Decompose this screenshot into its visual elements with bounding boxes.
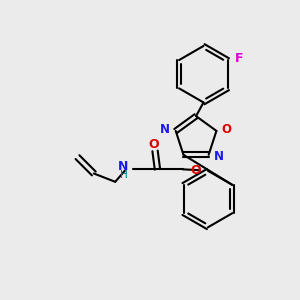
Text: O: O — [191, 164, 201, 177]
Text: N: N — [160, 123, 170, 136]
Text: O: O — [148, 138, 159, 152]
Text: H: H — [120, 170, 128, 180]
Text: O: O — [222, 123, 232, 136]
Text: N: N — [214, 150, 224, 163]
Text: N: N — [118, 160, 128, 173]
Text: F: F — [235, 52, 243, 65]
